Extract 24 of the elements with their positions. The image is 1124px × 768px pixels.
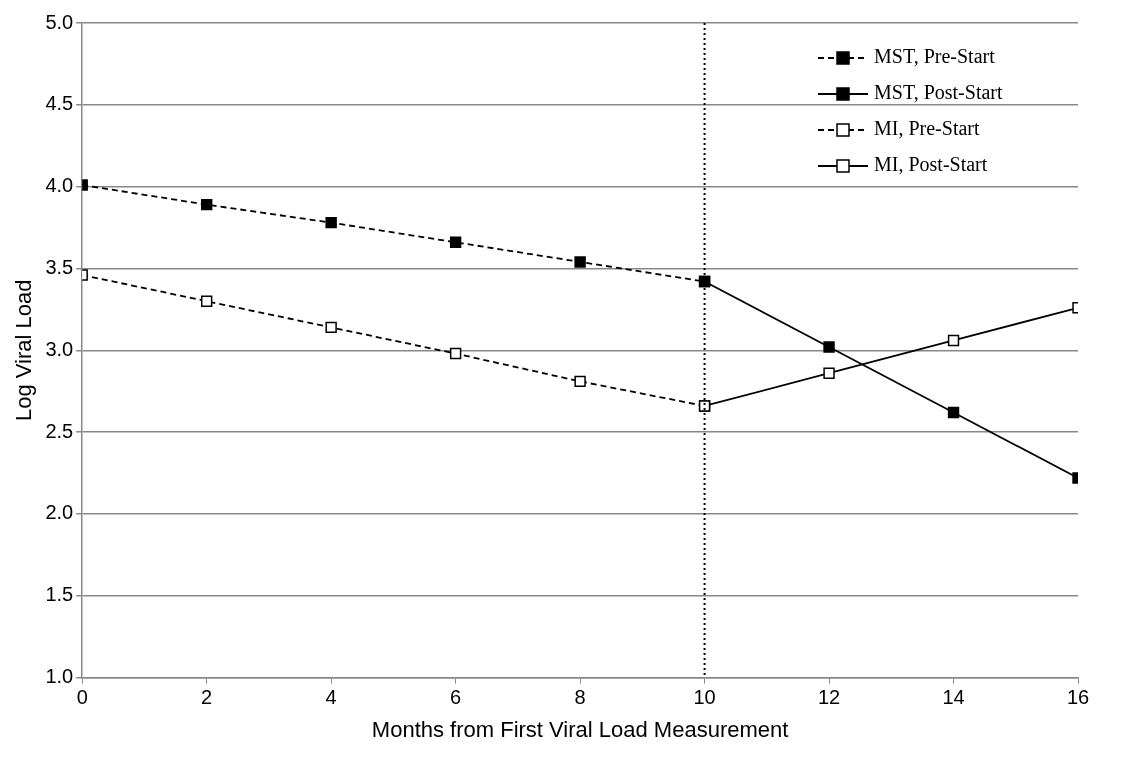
x-tick-label: 8: [574, 686, 586, 709]
y-tick-label: 2.0: [45, 501, 74, 524]
y-tick-label: 2.5: [45, 419, 74, 442]
x-tick-label: 0: [76, 686, 88, 709]
x-tick-label: 16: [1066, 686, 1090, 709]
legend-label: MI, Pre-Start: [874, 117, 980, 140]
x-tick-label: 12: [817, 686, 841, 709]
y-tick-label: 4.5: [45, 92, 74, 115]
x-tick-label: 4: [325, 686, 337, 709]
legend-label: MST, Pre-Start: [874, 45, 996, 68]
y-axis-title: Log Viral Load: [11, 279, 37, 422]
x-tick-label: 10: [693, 686, 716, 709]
y-tick-label: 1.0: [45, 665, 74, 688]
x-tick-label: 6: [450, 686, 462, 709]
y-tick-label: 1.5: [45, 583, 74, 606]
x-tick-label: 2: [201, 686, 213, 709]
legend-label: MST, Post-Start: [874, 81, 1003, 104]
y-tick-label: 5.0: [45, 10, 74, 33]
x-axis-title: Months from First Viral Load Measurement: [371, 716, 789, 742]
legend-label: MI, Post-Start: [874, 153, 988, 176]
y-tick-label: 4.0: [45, 174, 74, 197]
y-tick-label: 3.5: [45, 255, 74, 278]
y-tick-label: 3.0: [45, 337, 74, 360]
x-tick-label: 14: [942, 686, 965, 709]
